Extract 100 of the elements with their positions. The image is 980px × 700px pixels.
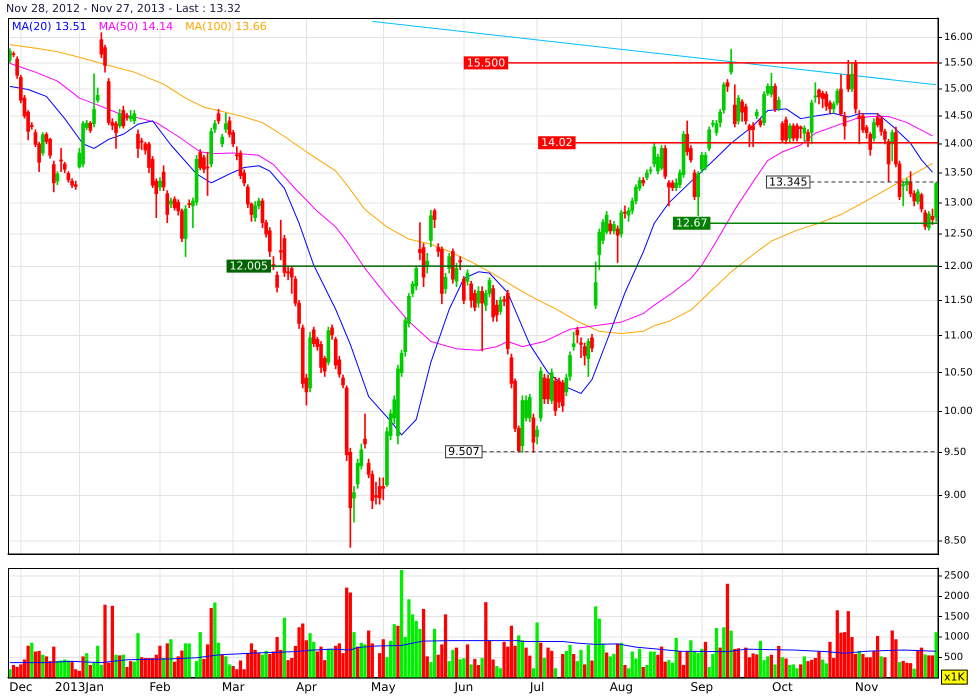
bar xyxy=(382,639,385,678)
bar xyxy=(696,653,700,678)
bar xyxy=(730,630,733,678)
y-tick-label: 9.00 xyxy=(944,490,966,501)
x-tick-label: Dec xyxy=(9,680,32,694)
bar xyxy=(524,648,528,678)
bar xyxy=(876,636,880,678)
ref-line-label: 15.500 xyxy=(466,56,506,70)
bar xyxy=(345,588,348,678)
x-tick-label: Jul xyxy=(528,680,544,694)
bar xyxy=(590,660,594,678)
y-tick-label: 1500 xyxy=(944,611,970,622)
bar xyxy=(396,626,400,678)
y-tick-label: 16.00 xyxy=(944,32,973,44)
bar xyxy=(535,622,539,678)
bar xyxy=(620,642,623,678)
bar xyxy=(392,624,396,678)
bar xyxy=(470,664,473,678)
bar xyxy=(642,666,645,678)
bar xyxy=(338,643,341,678)
bar xyxy=(454,648,458,678)
bar xyxy=(539,642,542,678)
ref-line-label: 12.67 xyxy=(676,216,708,230)
candlestick xyxy=(363,414,367,448)
bar xyxy=(85,653,88,678)
bar xyxy=(561,654,564,678)
bar xyxy=(169,639,173,678)
bar xyxy=(674,638,678,678)
y-tick-label: 10.00 xyxy=(944,406,973,418)
bar xyxy=(821,660,824,678)
bar xyxy=(16,666,19,678)
bar xyxy=(144,658,147,678)
x-tick-label: Mar xyxy=(222,680,245,694)
bar xyxy=(883,657,887,678)
y-tick-label: 9.50 xyxy=(944,446,966,458)
bar xyxy=(880,656,883,678)
bar xyxy=(605,652,608,678)
y-tick-label: 8.50 xyxy=(944,535,966,546)
candlestick xyxy=(206,152,210,196)
bar xyxy=(726,584,730,678)
bar xyxy=(238,660,242,678)
bar xyxy=(330,649,334,678)
bar xyxy=(257,653,260,678)
bar xyxy=(224,656,228,678)
text: MA(100) 13.66 xyxy=(185,20,267,33)
bar xyxy=(400,570,404,678)
y-tick-label: 14.50 xyxy=(944,110,973,122)
bar xyxy=(210,608,213,678)
bar xyxy=(714,628,718,678)
bar xyxy=(30,642,34,678)
bar xyxy=(799,664,802,678)
bar xyxy=(858,650,861,678)
bar xyxy=(678,650,682,678)
bar xyxy=(122,654,125,678)
bar xyxy=(572,654,576,678)
bar xyxy=(773,664,777,678)
bar xyxy=(744,648,748,678)
text: MA(50) 14.14 xyxy=(98,20,174,33)
bar xyxy=(861,654,865,678)
bar xyxy=(407,599,411,678)
bar xyxy=(902,660,905,678)
y-tick-label: 12.50 xyxy=(944,228,973,240)
y-tick-label: 14.00 xyxy=(944,138,973,150)
chart-title: Nov 28, 2012 - Nov 27, 2013 - Last : 13.32 xyxy=(6,2,241,15)
bar xyxy=(905,662,909,678)
bar xyxy=(586,645,590,678)
bar xyxy=(686,650,689,678)
bar xyxy=(517,635,520,678)
bar xyxy=(103,604,107,678)
bar xyxy=(166,643,169,678)
bar xyxy=(594,606,598,678)
bar xyxy=(444,614,448,678)
bar xyxy=(623,665,627,678)
bar xyxy=(367,630,370,678)
bar xyxy=(282,618,286,678)
bar xyxy=(864,657,868,678)
bar xyxy=(689,640,692,678)
bar xyxy=(810,660,814,678)
bar xyxy=(140,657,144,678)
bar xyxy=(129,661,132,678)
bar xyxy=(755,654,758,678)
bar xyxy=(612,654,616,678)
x-tick-label: Apr xyxy=(296,680,317,694)
y-tick-label: 13.00 xyxy=(944,197,973,208)
bar xyxy=(360,642,363,678)
bar xyxy=(568,645,572,678)
bar xyxy=(466,644,470,678)
bar xyxy=(432,628,436,678)
bar xyxy=(630,651,634,678)
bar xyxy=(546,648,550,678)
bar xyxy=(667,660,671,678)
bar xyxy=(583,664,586,678)
y-tick-label: 11.00 xyxy=(944,330,973,342)
bar xyxy=(150,658,154,678)
bar xyxy=(264,650,268,678)
y-tick-label: 11.50 xyxy=(944,294,973,306)
y-tick-label: 2500 xyxy=(944,570,970,582)
bar xyxy=(780,657,784,678)
bar xyxy=(63,660,66,678)
bar xyxy=(188,643,191,678)
